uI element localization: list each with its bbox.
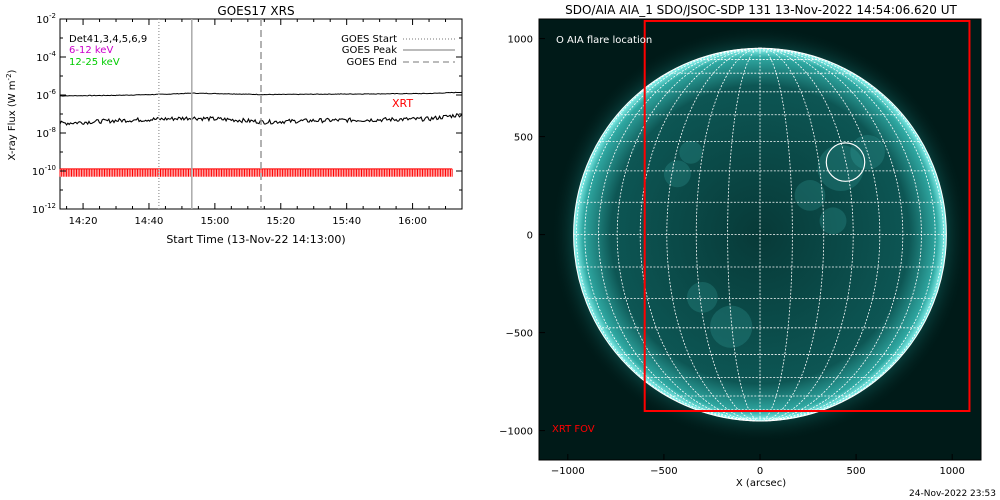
active-region-glow: [817, 144, 864, 192]
longitude-line: [759, 47, 854, 422]
longitude-line: [666, 47, 761, 422]
goes-y-tick-label: 10-10: [32, 164, 56, 178]
longitude-line: [598, 47, 761, 422]
goes-x-tick-label: 15:40: [332, 216, 361, 227]
active-region-glow: [794, 180, 826, 211]
goes-x-axis: 14:20 14:40 15:00 15:20 15:40 16:00: [66, 19, 447, 227]
xrt-label: XRT: [392, 97, 413, 110]
xrt-observation-marks: [59, 168, 453, 177]
xrt-fov-box: [643, 19, 971, 413]
longitude-line: [639, 47, 761, 422]
active-region-glow: [710, 305, 753, 348]
goes-y-tick-label: 10-8: [36, 126, 56, 140]
goes-y-tick-label: 10-2: [36, 12, 56, 26]
goes-x-tick-label: 15:20: [266, 216, 295, 227]
goes-y-axis-label: X-ray Flux (W m-2): [5, 69, 18, 160]
longitude-line: [616, 47, 761, 422]
goes-x-tick-label: 14:40: [135, 216, 164, 227]
heliographic-grid: [573, 47, 947, 422]
goes-xrs-chart: GOES17 XRS 10-2 10-4 10-6 10-8 10-10 10-12 14…: [5, 4, 463, 246]
footer-timestamp: 24-Nov-2022 23:53: [909, 489, 996, 499]
longitude-line: [727, 47, 761, 422]
goes-x-tick-label: 14:20: [69, 216, 98, 227]
longitude-line: [759, 47, 944, 422]
aia-x-axis-label: X (arcsec): [736, 478, 786, 489]
goes-x-axis-label: Start Time (13-Nov-22 14:13:00): [166, 233, 345, 246]
legend-goes-peak: GOES Peak: [342, 45, 397, 56]
active-region-glow: [663, 160, 691, 188]
goes-y-tick-label: 10-4: [36, 50, 56, 64]
active-regions: [663, 134, 885, 348]
aia-y-tick-label: 1000: [508, 35, 533, 46]
aia-x-tick-label: 1000: [939, 466, 964, 477]
xrt-fov-label: XRT FOV: [552, 424, 595, 435]
aia-x-tick-label: −1000: [551, 466, 585, 477]
legend-goes-start: GOES Start: [341, 34, 397, 45]
legend-6-12-kev: 6-12 keV: [69, 45, 113, 56]
goes-y-tick-label: 10-12: [32, 202, 56, 216]
longitude-line: [759, 47, 922, 422]
longitude-line: [584, 47, 761, 422]
aia-image-panel: SDO/AIA AIA_1 SDO/JSOC-SDP 131 13-Nov-20…: [499, 3, 982, 489]
aia-y-axis: 1000 500 0 −500 −1000: [499, 35, 545, 438]
goes-y-axis: 10-2 10-4 10-6 10-8 10-10 10-12: [32, 12, 462, 216]
flare-location-circle: [825, 142, 866, 182]
goes-chart-title: GOES17 XRS: [217, 4, 294, 18]
longitude-line: [759, 47, 825, 422]
longitude-line: [759, 47, 936, 422]
aia-x-tick-label: −500: [650, 466, 677, 477]
channels-label: Det41,3,4,5,6,9: [69, 34, 147, 45]
aia-x-tick-label: 0: [757, 466, 763, 477]
goes-series-line-6-12-kev: [59, 91, 463, 97]
active-region-glow: [679, 140, 703, 164]
aia-y-tick-label: 0: [527, 231, 533, 242]
longitude-line: [759, 47, 881, 422]
goes-x-tick-label: 15:00: [200, 216, 229, 227]
longitude-line: [576, 47, 761, 422]
legend-goes-end: GOES End: [347, 57, 397, 68]
aia-y-tick-label: 500: [514, 133, 533, 144]
aia-y-tick-label: −1000: [499, 427, 533, 438]
longitude-line: [759, 47, 904, 422]
active-region-glow: [850, 134, 885, 170]
aia-title: SDO/AIA AIA_1 SDO/JSOC-SDP 131 13-Nov-20…: [565, 3, 957, 17]
active-region-glow: [686, 281, 718, 313]
legend-12-25-kev: 12-25 keV: [69, 57, 120, 68]
goes-x-tick-label: 16:00: [398, 216, 427, 227]
aia-x-tick-label: 500: [847, 466, 866, 477]
aia-y-tick-label: −500: [506, 329, 533, 340]
active-region-glow: [819, 207, 847, 235]
flare-legend: O AIA flare location: [556, 35, 652, 46]
longitude-line: [695, 47, 761, 422]
goes-y-tick-label: 10-6: [36, 88, 56, 102]
aia-x-axis: −1000 −500 0 500 1000: [551, 454, 965, 477]
goes-time-markers: [158, 19, 262, 209]
solar-limb: [573, 47, 947, 422]
longitude-line: [759, 47, 793, 422]
